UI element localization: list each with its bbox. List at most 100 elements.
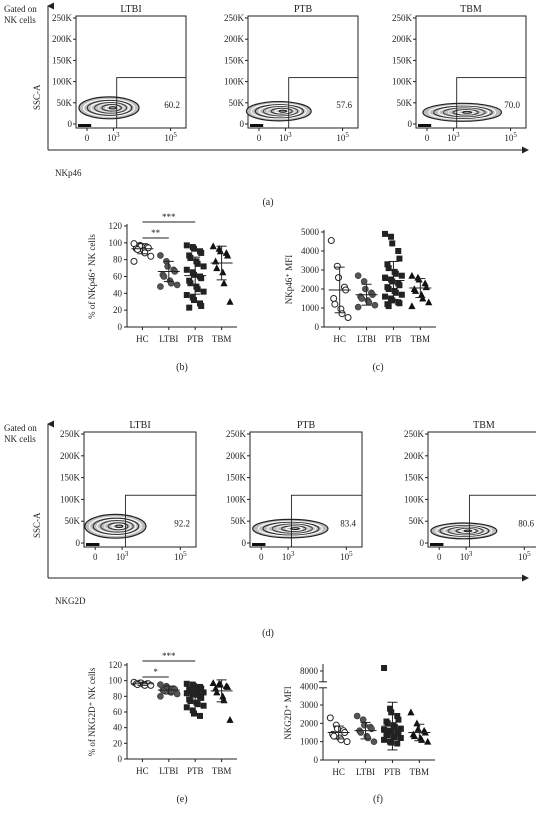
panel-label-a: (a)	[262, 197, 273, 208]
data-point	[157, 681, 164, 688]
flow-y-tick: 150K	[226, 473, 247, 483]
data-point	[209, 242, 217, 250]
data-point	[327, 237, 335, 245]
data-point	[213, 264, 221, 272]
data-point	[385, 303, 392, 310]
series-ptb	[183, 680, 207, 719]
flow-plot-title: LTBI	[120, 4, 141, 15]
data-point	[186, 304, 193, 311]
density-contours	[430, 522, 498, 546]
flow-x-tick: 105	[164, 131, 177, 143]
flow-x-tick: 103	[107, 131, 120, 143]
data-point	[391, 724, 398, 731]
flow-y-tick: 50K	[397, 98, 413, 108]
data-point	[224, 251, 232, 259]
data-point	[164, 263, 171, 270]
y-tick-label: 40	[113, 723, 123, 733]
x-tick-label: PTB	[187, 766, 204, 776]
flow-x-tick: 0	[259, 552, 264, 562]
flow-x-tick: 103	[282, 550, 295, 562]
gate-box	[468, 494, 536, 548]
flow-row-d: Gated on NK cells SSC-A NKG2D (d)	[4, 420, 529, 639]
data-point	[189, 707, 196, 714]
data-point	[411, 287, 420, 294]
data-point	[394, 740, 401, 747]
series-ptb	[382, 230, 405, 310]
flow-y-tick: 200K	[226, 451, 247, 461]
y-tick-label: 1000	[301, 303, 320, 313]
gated-label-line2: NK cells	[4, 15, 36, 25]
data-point	[191, 245, 197, 252]
flow-x-tick: 105	[518, 550, 531, 562]
y-tick-label: 4000	[301, 246, 320, 256]
series-tbm	[408, 271, 433, 310]
data-point	[134, 246, 142, 254]
flow-y-tick: 150K	[60, 473, 81, 483]
y-tick-label: 20	[113, 738, 123, 748]
data-point	[398, 272, 405, 279]
flow-y-tick: 50K	[57, 98, 73, 108]
flow-y-tick: 0	[408, 119, 413, 129]
gate-box	[288, 77, 359, 129]
flow-plot-ptb-nkp46: PTB 250K 200K 150K 100K 50K 0 0 103 105 57.6	[224, 4, 359, 143]
data-point	[389, 240, 396, 247]
gated-label-line2-d: NK cells	[4, 434, 36, 444]
series-hc	[326, 714, 351, 746]
series-hc	[130, 678, 155, 689]
data-point	[385, 265, 392, 272]
data-point	[334, 274, 342, 282]
series-tbm	[209, 242, 234, 305]
data-point	[198, 249, 205, 256]
data-point	[388, 739, 395, 746]
flow-y-tick: 200K	[52, 34, 73, 44]
y-tick-label: 20	[113, 305, 123, 315]
data-point	[191, 710, 197, 717]
flow-x-tick: 0	[93, 552, 98, 562]
density-contours	[252, 518, 329, 546]
gate-percentage: 57.6	[336, 100, 352, 110]
x-tick-label: HC	[333, 334, 346, 344]
x-tick-label: TBM	[212, 766, 232, 776]
data-point	[187, 280, 194, 287]
x-tick-label: HC	[136, 334, 149, 344]
flow-x-tick: 0	[85, 133, 90, 143]
data-point	[224, 683, 232, 690]
data-point	[360, 278, 368, 285]
y-tick-label: 5000	[301, 227, 320, 237]
y-tick-label: 100	[109, 676, 123, 686]
y-tick-label: 1000	[300, 737, 319, 747]
data-point	[197, 712, 203, 719]
panel-label-b: (b)	[176, 362, 188, 373]
density-contours	[418, 102, 503, 127]
x-tick-label: TBM	[410, 767, 430, 777]
flow-y-tick: 200K	[60, 451, 81, 461]
data-point	[362, 285, 369, 293]
data-point	[385, 286, 392, 292]
data-point	[183, 680, 190, 687]
data-point	[353, 712, 361, 720]
flow-y-tick: 0	[242, 538, 247, 548]
data-point	[343, 738, 351, 746]
data-point	[359, 716, 367, 723]
y-tick-label: 2000	[301, 284, 320, 294]
data-point	[200, 288, 207, 295]
data-point	[408, 302, 416, 310]
flow-y-tick: 250K	[392, 13, 413, 23]
data-point	[226, 716, 234, 723]
data-point	[391, 734, 398, 741]
data-point	[198, 302, 205, 309]
significance-label: ***	[162, 651, 176, 661]
data-point	[147, 252, 155, 260]
flow-plots-layer: LTBI 250K 200K 150K 100K 50K 0 0 103 105 60.2 PTB 25…	[52, 4, 536, 562]
flow-x-tick: 103	[447, 131, 460, 143]
y-tick-label: 4000	[300, 682, 319, 692]
data-point	[384, 261, 391, 268]
flow-row-a: Gated on NK cells SSC-A NKp46 (a)	[4, 2, 529, 208]
flow-x-tick: 105	[336, 131, 349, 143]
scatter-plot-b: 0 20 40 60 80 100 120 % of NKp46⁺ NK cells HC LTB…	[87, 212, 237, 373]
data-point	[414, 725, 422, 732]
data-point	[219, 268, 227, 276]
series-ptb	[381, 665, 404, 751]
y-tick-label: 0	[118, 754, 123, 764]
